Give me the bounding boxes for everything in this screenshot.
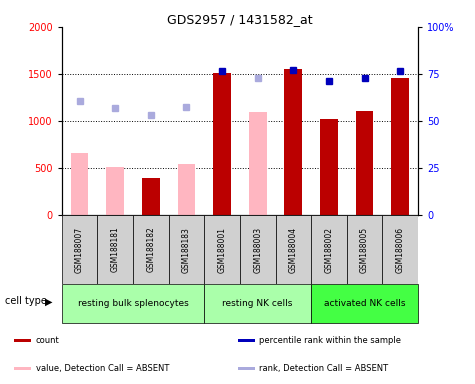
Bar bbox=[62, 215, 97, 284]
Bar bbox=[62, 284, 204, 323]
Text: percentile rank within the sample: percentile rank within the sample bbox=[259, 336, 401, 345]
Bar bbox=[14, 339, 31, 342]
Bar bbox=[97, 215, 133, 284]
Text: resting bulk splenocytes: resting bulk splenocytes bbox=[77, 299, 189, 308]
Bar bbox=[311, 215, 347, 284]
Text: GSM188006: GSM188006 bbox=[396, 227, 405, 273]
Text: GSM188005: GSM188005 bbox=[360, 227, 369, 273]
Bar bbox=[249, 113, 266, 215]
Bar bbox=[142, 178, 160, 215]
Text: value, Detection Call = ABSENT: value, Detection Call = ABSENT bbox=[36, 364, 169, 373]
Text: GSM188004: GSM188004 bbox=[289, 227, 298, 273]
Bar bbox=[238, 367, 255, 370]
Bar bbox=[204, 215, 240, 284]
Text: GSM188183: GSM188183 bbox=[182, 227, 191, 273]
Bar bbox=[71, 153, 88, 215]
Text: rank, Detection Call = ABSENT: rank, Detection Call = ABSENT bbox=[259, 364, 388, 373]
Text: GSM188002: GSM188002 bbox=[324, 227, 333, 273]
Bar bbox=[169, 215, 204, 284]
Text: count: count bbox=[36, 336, 59, 345]
Title: GDS2957 / 1431582_at: GDS2957 / 1431582_at bbox=[167, 13, 313, 26]
Bar bbox=[285, 69, 302, 215]
Text: GSM188001: GSM188001 bbox=[218, 227, 227, 273]
Bar bbox=[133, 215, 169, 284]
Text: GSM188007: GSM188007 bbox=[75, 227, 84, 273]
Text: GSM188003: GSM188003 bbox=[253, 227, 262, 273]
Text: GSM188182: GSM188182 bbox=[146, 227, 155, 273]
Bar bbox=[204, 284, 311, 323]
Text: GSM188181: GSM188181 bbox=[111, 227, 120, 273]
Bar bbox=[320, 119, 338, 215]
Bar bbox=[391, 78, 409, 215]
Bar bbox=[311, 284, 418, 323]
Bar bbox=[178, 164, 195, 215]
Bar bbox=[106, 167, 124, 215]
Bar bbox=[347, 215, 382, 284]
Text: activated NK cells: activated NK cells bbox=[324, 299, 405, 308]
Bar bbox=[356, 111, 373, 215]
Bar bbox=[213, 73, 231, 215]
Text: ▶: ▶ bbox=[45, 296, 52, 306]
Bar bbox=[382, 215, 418, 284]
Bar bbox=[238, 339, 255, 342]
Bar bbox=[14, 367, 31, 370]
Bar bbox=[276, 215, 311, 284]
Text: resting NK cells: resting NK cells bbox=[222, 299, 293, 308]
Bar bbox=[240, 215, 276, 284]
Text: cell type: cell type bbox=[5, 296, 47, 306]
